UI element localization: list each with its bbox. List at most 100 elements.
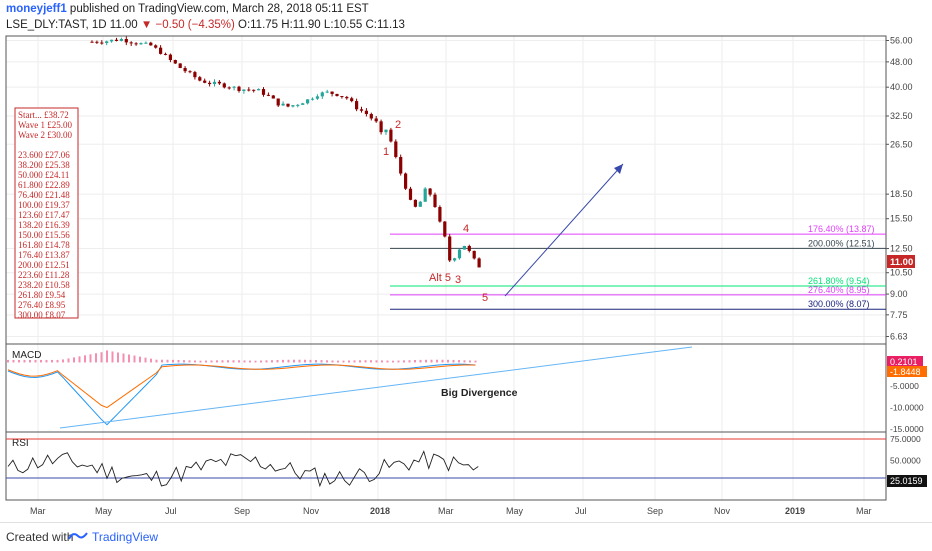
macd-hist-bar xyxy=(392,360,394,363)
info-box-line: 223.60 £11.28 xyxy=(18,270,70,280)
price-candles xyxy=(90,36,481,268)
time-tick-label: May xyxy=(95,506,113,516)
macd-hist-bar xyxy=(238,360,240,363)
candle-body xyxy=(325,91,329,93)
price-axis[interactable]: 56.00 48.00 40.00 32.50 26.50 18.50 15.50 12.50… xyxy=(886,36,913,342)
macd-hist-bar xyxy=(172,359,174,363)
info-box-line: 150.00 £15.56 xyxy=(18,230,70,240)
macd-hist-bar xyxy=(100,352,103,363)
macd-hist-bar xyxy=(249,360,251,363)
publish-info: published on TradingView.com, March 28, … xyxy=(69,3,369,15)
candle-body xyxy=(301,103,305,105)
macd-hist-bar xyxy=(62,359,64,363)
ohlc-close: C:11.13 xyxy=(365,19,405,31)
macd-hist-bar xyxy=(84,355,86,363)
candle-body xyxy=(188,71,192,73)
time-tick-label: 2019 xyxy=(785,506,805,516)
macd-hist-bar xyxy=(375,360,378,363)
candle-body xyxy=(462,245,466,250)
macd-hist-bar xyxy=(304,359,306,363)
macd-hist-bar xyxy=(353,360,356,363)
rsi-badge-bg xyxy=(887,475,927,487)
candle-body xyxy=(193,72,197,78)
info-box-frame xyxy=(14,107,79,319)
candle-body xyxy=(227,87,231,89)
candle-body xyxy=(394,141,398,158)
candle-body xyxy=(453,258,457,261)
signal-line xyxy=(7,364,476,409)
time-tick-label: Jul xyxy=(165,506,177,516)
wave-label-alt5: Alt 5 xyxy=(429,272,451,284)
candle-body xyxy=(168,54,172,61)
candle-body xyxy=(438,206,442,222)
candle-body xyxy=(232,86,236,88)
macd-hist-bar xyxy=(73,357,75,363)
candle-body xyxy=(198,77,202,81)
rsi-line xyxy=(7,450,479,488)
macd-tick-label: -5.0000 xyxy=(890,381,919,391)
symbol-name[interactable]: LSE_DLY:TAST, 1D xyxy=(6,19,107,31)
candle-body xyxy=(208,82,212,85)
macd-hist-bar xyxy=(271,360,273,363)
info-box-line: 176.40 £13.87 xyxy=(18,250,70,260)
price-tick-label: 7.75 xyxy=(890,310,908,320)
candle-body xyxy=(413,199,417,207)
macd-hist-bar xyxy=(293,359,295,363)
candle-body xyxy=(457,249,462,259)
signal-badge-text: -1.8448 xyxy=(890,367,921,377)
last-price-badge: 11.00 xyxy=(887,255,915,268)
candle-body xyxy=(90,41,94,43)
candle-body xyxy=(173,60,177,64)
chart-header: moneyjeff1 published on TradingView.com,… xyxy=(0,0,932,36)
macd-hist-bar xyxy=(441,359,444,363)
created-with-text: Created with xyxy=(6,530,74,544)
candle-body xyxy=(281,103,285,106)
tradingview-logo-icon xyxy=(68,532,88,540)
macd-hist-bar xyxy=(254,360,257,363)
time-tick-label: 2018 xyxy=(370,506,390,516)
macd-hist-bar xyxy=(177,359,180,363)
price-tick-label: 9.00 xyxy=(890,289,908,299)
candle-body xyxy=(315,96,319,99)
macd-hist-bar xyxy=(166,359,169,363)
author-link[interactable]: moneyjeff1 xyxy=(6,3,67,15)
macd-tick-label: -15.0000 xyxy=(890,424,924,434)
fib-level-label: 261.80% (9.54) xyxy=(808,276,870,286)
macd-hist-bar xyxy=(95,353,97,363)
candle-body xyxy=(379,121,383,133)
fib-level-label: 300.00% (8.07) xyxy=(808,299,870,309)
macd-hist-bar xyxy=(309,359,312,363)
macd-axis[interactable]: -5.0000 -10.0000 -15.0000 xyxy=(890,381,924,434)
info-box-line: 38.200 £25.38 xyxy=(18,160,70,170)
projection-arrow-line[interactable] xyxy=(504,163,624,297)
candle-body xyxy=(163,53,168,55)
macd-hist-bar xyxy=(51,359,53,363)
macd-hist-bar xyxy=(89,354,92,363)
macd-hist-bar xyxy=(469,360,471,363)
price-tick-label: 12.50 xyxy=(890,244,913,254)
macd-hist-bar xyxy=(133,355,136,363)
wave-label-4: 4 xyxy=(463,223,469,235)
macd-hist-bar xyxy=(150,358,152,363)
info-box-line: 300.00 £8.07 xyxy=(18,310,66,320)
macd-hist-bar xyxy=(326,360,328,363)
info-box-line: 100.00 £19.37 xyxy=(18,200,70,210)
fib-levels: 176.40% (13.87) 200.00% (12.51) 261.80% (9… xyxy=(390,224,886,310)
macd-hist-bar xyxy=(425,359,427,363)
candle-body xyxy=(364,110,368,115)
macd-hist-bar xyxy=(403,360,405,363)
candle-body xyxy=(408,188,413,200)
candle-body xyxy=(242,89,246,91)
tradingview-brand-link[interactable]: TradingView xyxy=(92,530,159,544)
macd-hist-bar xyxy=(364,360,367,363)
candle-body xyxy=(154,45,158,48)
macd-hist-bar xyxy=(419,359,422,363)
candle-body xyxy=(340,96,344,98)
info-box-line: 261.80 £9.54 xyxy=(18,290,66,300)
time-axis[interactable]: Mar May Jul Sep Nov 2018 Mar May Jul Sep Nov 2019 Ma… xyxy=(30,506,872,516)
candle-body xyxy=(178,63,182,68)
rsi-axis[interactable]: 75.0000 50.0000 xyxy=(890,434,921,466)
info-box-line: 238.20 £10.58 xyxy=(18,280,70,290)
divergence-trendline[interactable] xyxy=(59,346,693,429)
